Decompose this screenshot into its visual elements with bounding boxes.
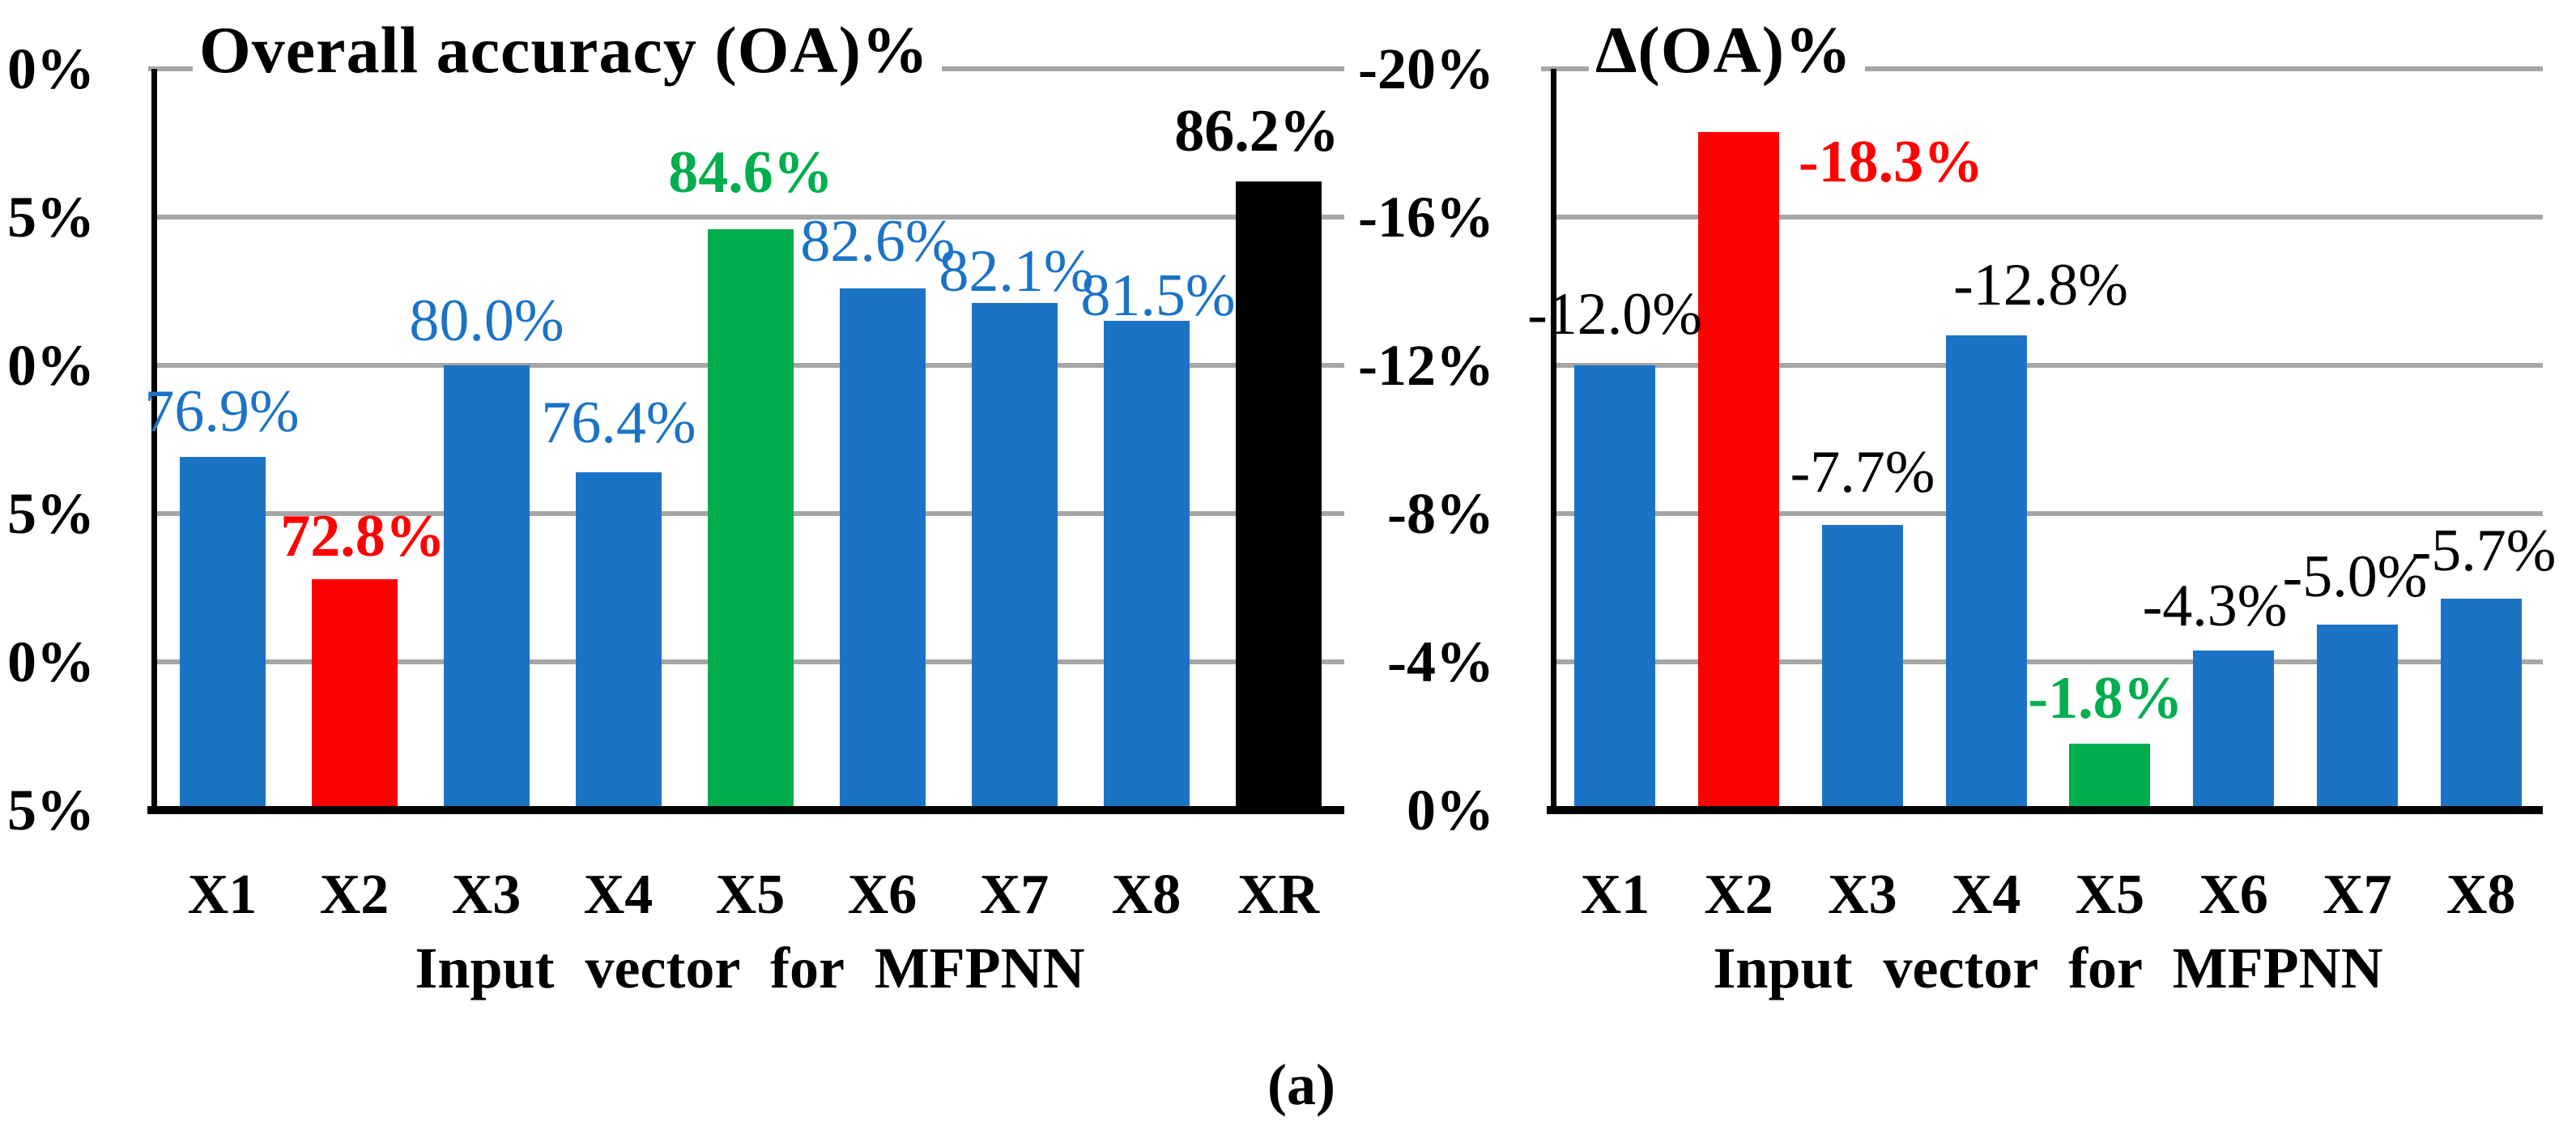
bar-x2 [1698, 131, 1780, 810]
ytick-right-5: 0% [1407, 778, 1494, 843]
y-axis-line [1551, 69, 1556, 814]
gridline--20 [1541, 66, 2543, 71]
bar-x7 [2316, 625, 2398, 810]
xtick-x5: X5 [2075, 864, 2145, 926]
gridline--8 [1553, 511, 2543, 516]
bar-x1 [179, 457, 266, 810]
value-label-x1: -12.0% [1527, 281, 1702, 348]
xtick-x5: X5 [715, 864, 786, 926]
value-label-x3: -7.7% [1790, 439, 1935, 506]
xtick-x2: X2 [1704, 864, 1773, 926]
xtick-x1: X1 [187, 864, 258, 926]
xtick-xr: XR [1237, 864, 1320, 926]
xtick-x8: X8 [1111, 864, 1182, 926]
bar-xr [1235, 181, 1322, 810]
bar-x7 [971, 303, 1058, 810]
value-label-x6: 82.6% [800, 208, 956, 275]
ytick-left-1: 5% [7, 185, 95, 250]
left-chart-title: Overall accuracy (OA)% [193, 3, 942, 100]
value-label-x8: -5.7% [2411, 518, 2557, 584]
value-label-x5: -1.8% [2028, 665, 2183, 732]
ytick-left-5: 5% [7, 778, 95, 843]
xtick-x6: X6 [2199, 864, 2268, 926]
ytick-right-2: -12% [1358, 333, 1494, 398]
bar-x1 [1574, 365, 1656, 810]
x-axis-line [1547, 806, 2543, 814]
xtick-x3: X3 [451, 864, 522, 926]
value-label-x3: 80.0% [409, 288, 564, 354]
right-chart-x-axis-title: Input vector for MFPNN [1713, 936, 2383, 1000]
bar-x3 [443, 365, 530, 810]
xtick-x8: X8 [2446, 864, 2516, 926]
value-label-x2: 72.8% [280, 503, 445, 570]
xtick-x6: X6 [847, 864, 918, 926]
xtick-x7: X7 [979, 864, 1050, 926]
ytick-left-4: 0% [7, 629, 95, 694]
value-label-xr: 86.2% [1174, 98, 1339, 164]
ytick-right-1: -16% [1358, 185, 1494, 250]
value-label-x7: 82.1% [939, 238, 1094, 305]
left-chart-x-axis-title: Input vector for MFPNN [415, 936, 1085, 1000]
right-chart-title: Δ(OA)% [1589, 3, 1866, 100]
bar-x8 [1103, 321, 1190, 810]
gridline--4 [1553, 659, 2543, 664]
xtick-x1: X1 [1580, 864, 1650, 926]
bar-x5 [707, 228, 794, 810]
bar-x5 [2069, 743, 2151, 810]
ytick-right-4: -4% [1387, 629, 1494, 694]
value-label-x1: 76.9% [144, 378, 300, 445]
bar-x6 [2193, 651, 2275, 810]
gridline--12 [1553, 363, 2543, 368]
bar-x8 [2440, 599, 2522, 810]
xtick-x4: X4 [583, 864, 654, 926]
xtick-x2: X2 [319, 864, 390, 926]
xtick-x7: X7 [2323, 864, 2392, 926]
x-axis-line [147, 806, 1344, 814]
xtick-x4: X4 [1951, 864, 2021, 926]
ytick-left-2: 0% [7, 333, 95, 398]
value-label-x2: -18.3% [1798, 129, 1984, 195]
value-label-x8: 81.5% [1080, 262, 1236, 329]
y-axis-line [151, 69, 157, 814]
bar-x4 [1945, 335, 2027, 810]
value-label-x4: -12.8% [1953, 252, 2128, 318]
gridline-85 [156, 215, 1344, 220]
value-label-x4: 76.4% [541, 390, 696, 456]
ytick-right-3: -8% [1387, 481, 1494, 546]
subfigure-caption: (a) [1267, 1052, 1335, 1117]
bar-x3 [1821, 524, 1903, 810]
ytick-left-0: 0% [7, 36, 95, 101]
xtick-x3: X3 [1828, 864, 1897, 926]
bar-x4 [575, 471, 662, 810]
ytick-right-0: -20% [1358, 36, 1494, 101]
gridline--16 [1553, 215, 2543, 220]
value-label-x7: -5.0% [2282, 544, 2428, 610]
value-label-x6: -4.3% [2142, 573, 2288, 639]
bar-x6 [839, 288, 926, 810]
ytick-left-3: 5% [7, 481, 95, 546]
bar-x2 [311, 578, 398, 810]
value-label-x5: 84.6% [668, 139, 833, 206]
